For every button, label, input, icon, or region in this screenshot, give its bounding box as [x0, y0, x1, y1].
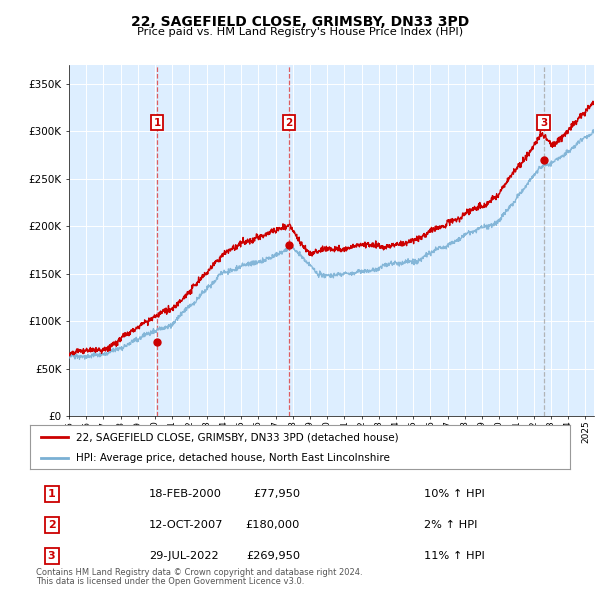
Text: This data is licensed under the Open Government Licence v3.0.: This data is licensed under the Open Gov…	[36, 577, 304, 586]
Text: 22, SAGEFIELD CLOSE, GRIMSBY, DN33 3PD: 22, SAGEFIELD CLOSE, GRIMSBY, DN33 3PD	[131, 15, 469, 29]
Text: 3: 3	[48, 551, 55, 561]
Text: 11% ↑ HPI: 11% ↑ HPI	[424, 551, 485, 561]
Text: Contains HM Land Registry data © Crown copyright and database right 2024.: Contains HM Land Registry data © Crown c…	[36, 568, 362, 577]
Text: HPI: Average price, detached house, North East Lincolnshire: HPI: Average price, detached house, Nort…	[76, 453, 390, 463]
Text: 1: 1	[48, 489, 55, 499]
Text: 10% ↑ HPI: 10% ↑ HPI	[424, 489, 485, 499]
Point	[539, 155, 548, 165]
Point	[284, 241, 294, 250]
Text: Price paid vs. HM Land Registry's House Price Index (HPI): Price paid vs. HM Land Registry's House …	[137, 27, 463, 37]
Text: 2% ↑ HPI: 2% ↑ HPI	[424, 520, 478, 530]
Point	[152, 337, 162, 347]
Text: 1: 1	[154, 118, 161, 128]
Text: £269,950: £269,950	[246, 551, 300, 561]
Text: £180,000: £180,000	[245, 520, 300, 530]
Text: 3: 3	[540, 118, 547, 128]
Text: 18-FEB-2000: 18-FEB-2000	[149, 489, 222, 499]
Text: 29-JUL-2022: 29-JUL-2022	[149, 551, 218, 561]
Text: 12-OCT-2007: 12-OCT-2007	[149, 520, 223, 530]
Text: 2: 2	[48, 520, 55, 530]
Text: 2: 2	[286, 118, 293, 128]
Text: 22, SAGEFIELD CLOSE, GRIMSBY, DN33 3PD (detached house): 22, SAGEFIELD CLOSE, GRIMSBY, DN33 3PD (…	[76, 432, 398, 442]
Text: £77,950: £77,950	[253, 489, 300, 499]
